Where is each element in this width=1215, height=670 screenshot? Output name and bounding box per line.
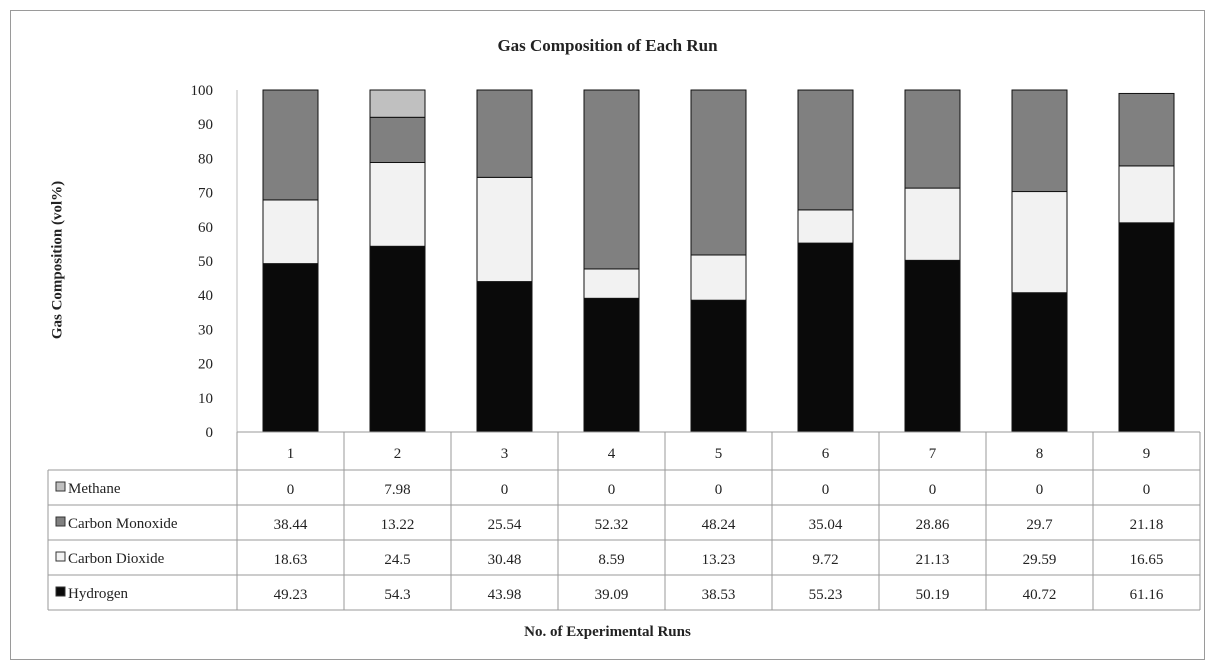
data-label: 0 <box>822 482 830 498</box>
data-label: 38.44 <box>274 517 308 533</box>
data-label: 29.7 <box>1026 517 1053 533</box>
data-label: 24.5 <box>384 552 410 568</box>
data-label: 54.3 <box>384 587 410 603</box>
x-category-label: 9 <box>1143 446 1151 462</box>
data-label: 0 <box>608 482 616 498</box>
bar-carbon-dioxide-run-5 <box>690 254 747 301</box>
bar-carbon-monoxide-run-1 <box>262 89 319 201</box>
data-label: 21.18 <box>1130 517 1164 533</box>
legend-swatch-hydrogen <box>55 586 66 597</box>
bar-carbon-monoxide-run-4 <box>583 89 640 270</box>
data-label: 21.13 <box>916 552 950 568</box>
bar-methane-run-2 <box>369 89 426 118</box>
y-tick-label: 80 <box>198 151 213 167</box>
data-label: 28.86 <box>916 517 950 533</box>
data-label: 49.23 <box>274 587 308 603</box>
y-tick-label: 60 <box>198 220 213 236</box>
bar-hydrogen-run-3 <box>476 281 533 433</box>
legend-label-hydrogen: Hydrogen <box>68 586 128 602</box>
data-label: 55.23 <box>809 587 843 603</box>
bar-carbon-dioxide-run-8 <box>1011 191 1068 294</box>
data-label: 9.72 <box>812 552 838 568</box>
bar-hydrogen-run-5 <box>690 299 747 433</box>
y-tick-label: 70 <box>198 186 213 202</box>
y-tick-label: 10 <box>198 391 213 407</box>
data-label: 38.53 <box>702 587 736 603</box>
bar-hydrogen-run-1 <box>262 263 319 433</box>
data-label: 39.09 <box>595 587 629 603</box>
data-label: 18.63 <box>274 552 308 568</box>
bar-carbon-monoxide-run-9 <box>1118 92 1175 167</box>
y-tick-label: 20 <box>198 357 213 373</box>
data-label: 13.23 <box>702 552 736 568</box>
data-label: 8.59 <box>598 552 624 568</box>
x-category-label: 2 <box>394 446 402 462</box>
bar-hydrogen-run-7 <box>904 259 961 433</box>
y-tick-label: 100 <box>191 83 214 99</box>
bar-hydrogen-run-9 <box>1118 222 1175 433</box>
bar-hydrogen-run-2 <box>369 245 426 433</box>
chart-title: Gas Composition of Each Run <box>497 36 718 55</box>
bar-carbon-monoxide-run-7 <box>904 89 961 189</box>
x-category-label: 1 <box>287 446 295 462</box>
y-tick-label: 90 <box>198 117 213 133</box>
x-axis-title: No. of Experimental Runs <box>524 624 691 640</box>
data-label: 29.59 <box>1023 552 1057 568</box>
data-label: 25.54 <box>488 517 522 533</box>
data-label: 16.65 <box>1130 552 1164 568</box>
legend-label-carbon-dioxide: Carbon Dioxide <box>68 551 165 567</box>
data-label: 61.16 <box>1130 587 1164 603</box>
x-category-label: 3 <box>501 446 509 462</box>
data-label: 0 <box>1143 482 1151 498</box>
bar-hydrogen-run-8 <box>1011 292 1068 433</box>
data-label: 7.98 <box>384 482 410 498</box>
y-tick-label: 50 <box>198 254 213 270</box>
bar-carbon-dioxide-run-6 <box>797 209 854 244</box>
data-label: 48.24 <box>702 517 736 533</box>
x-category-label: 4 <box>608 446 616 462</box>
y-tick-label: 0 <box>206 425 214 441</box>
data-label: 0 <box>287 482 295 498</box>
legend-swatch-methane <box>55 481 66 492</box>
bar-carbon-monoxide-run-6 <box>797 89 854 211</box>
bar-carbon-monoxide-run-2 <box>369 116 426 164</box>
bar-carbon-dioxide-run-7 <box>904 187 961 261</box>
x-category-label: 5 <box>715 446 723 462</box>
x-category-label: 6 <box>822 446 830 462</box>
legend-swatch-carbon-monoxide <box>55 516 66 527</box>
y-tick-label: 40 <box>198 288 213 304</box>
data-label: 0 <box>715 482 723 498</box>
legend-label-carbon-monoxide: Carbon Monoxide <box>68 516 178 532</box>
data-label: 40.72 <box>1023 587 1057 603</box>
bar-carbon-monoxide-run-3 <box>476 89 533 178</box>
legend-swatch-carbon-dioxide <box>55 551 66 562</box>
bar-hydrogen-run-4 <box>583 297 640 433</box>
data-label: 0 <box>1036 482 1044 498</box>
data-label: 52.32 <box>595 517 629 533</box>
bar-hydrogen-run-6 <box>797 242 854 433</box>
bar-carbon-dioxide-run-1 <box>262 199 319 265</box>
x-category-label: 8 <box>1036 446 1044 462</box>
bar-carbon-dioxide-run-3 <box>476 176 533 283</box>
data-label: 43.98 <box>488 587 522 603</box>
data-label: 0 <box>501 482 509 498</box>
data-label: 13.22 <box>381 517 415 533</box>
bar-carbon-dioxide-run-2 <box>369 162 426 247</box>
data-label: 0 <box>929 482 937 498</box>
data-label: 50.19 <box>916 587 950 603</box>
x-category-label: 7 <box>929 446 937 462</box>
bar-carbon-monoxide-run-5 <box>690 89 747 256</box>
bar-carbon-dioxide-run-4 <box>583 268 640 299</box>
bar-carbon-dioxide-run-9 <box>1118 165 1175 224</box>
y-tick-label: 30 <box>198 322 213 338</box>
legend-label-methane: Methane <box>68 481 121 497</box>
bar-carbon-monoxide-run-8 <box>1011 89 1068 193</box>
data-label: 35.04 <box>809 517 843 533</box>
data-label: 30.48 <box>488 552 522 568</box>
